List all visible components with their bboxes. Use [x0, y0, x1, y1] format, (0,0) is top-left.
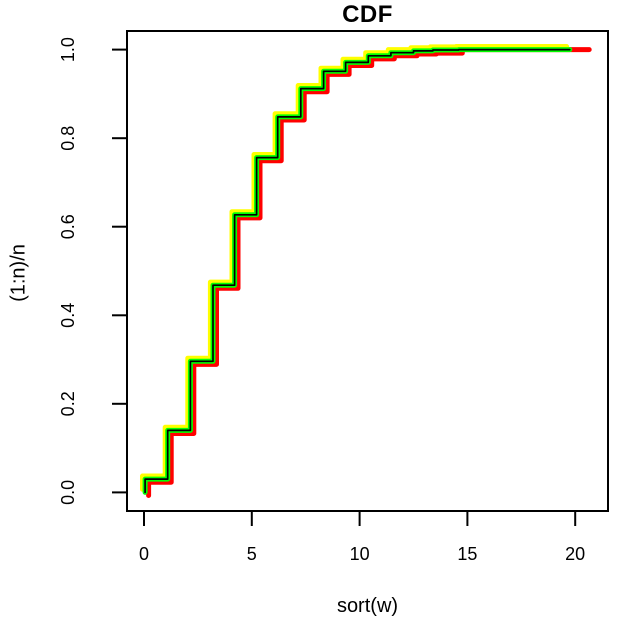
y-tick-label: 1.0: [58, 37, 78, 62]
cdf-green-curve: [142, 47, 573, 495]
cdf-red-curve: [146, 47, 592, 498]
x-tick-label: 10: [350, 544, 370, 564]
y-tick-label: 0.6: [58, 214, 78, 239]
y-tick-label: 0.4: [58, 303, 78, 328]
y-tick-label: 0.8: [58, 126, 78, 151]
x-tick-label: 20: [565, 544, 585, 564]
cdf-core-black-curve: [144, 48, 571, 494]
cdf-yellow-curve: [140, 44, 570, 492]
x-tick-label: 5: [247, 544, 257, 564]
y-tick-label: 0.2: [58, 391, 78, 416]
x-axis-label: sort(w): [336, 595, 399, 617]
plot-frame: [126, 30, 609, 512]
y-tick-label: 0.0: [58, 480, 78, 505]
x-tick-label: 15: [457, 544, 477, 564]
x-tick-label: 0: [139, 544, 149, 564]
chart-title: CDF: [342, 1, 393, 28]
